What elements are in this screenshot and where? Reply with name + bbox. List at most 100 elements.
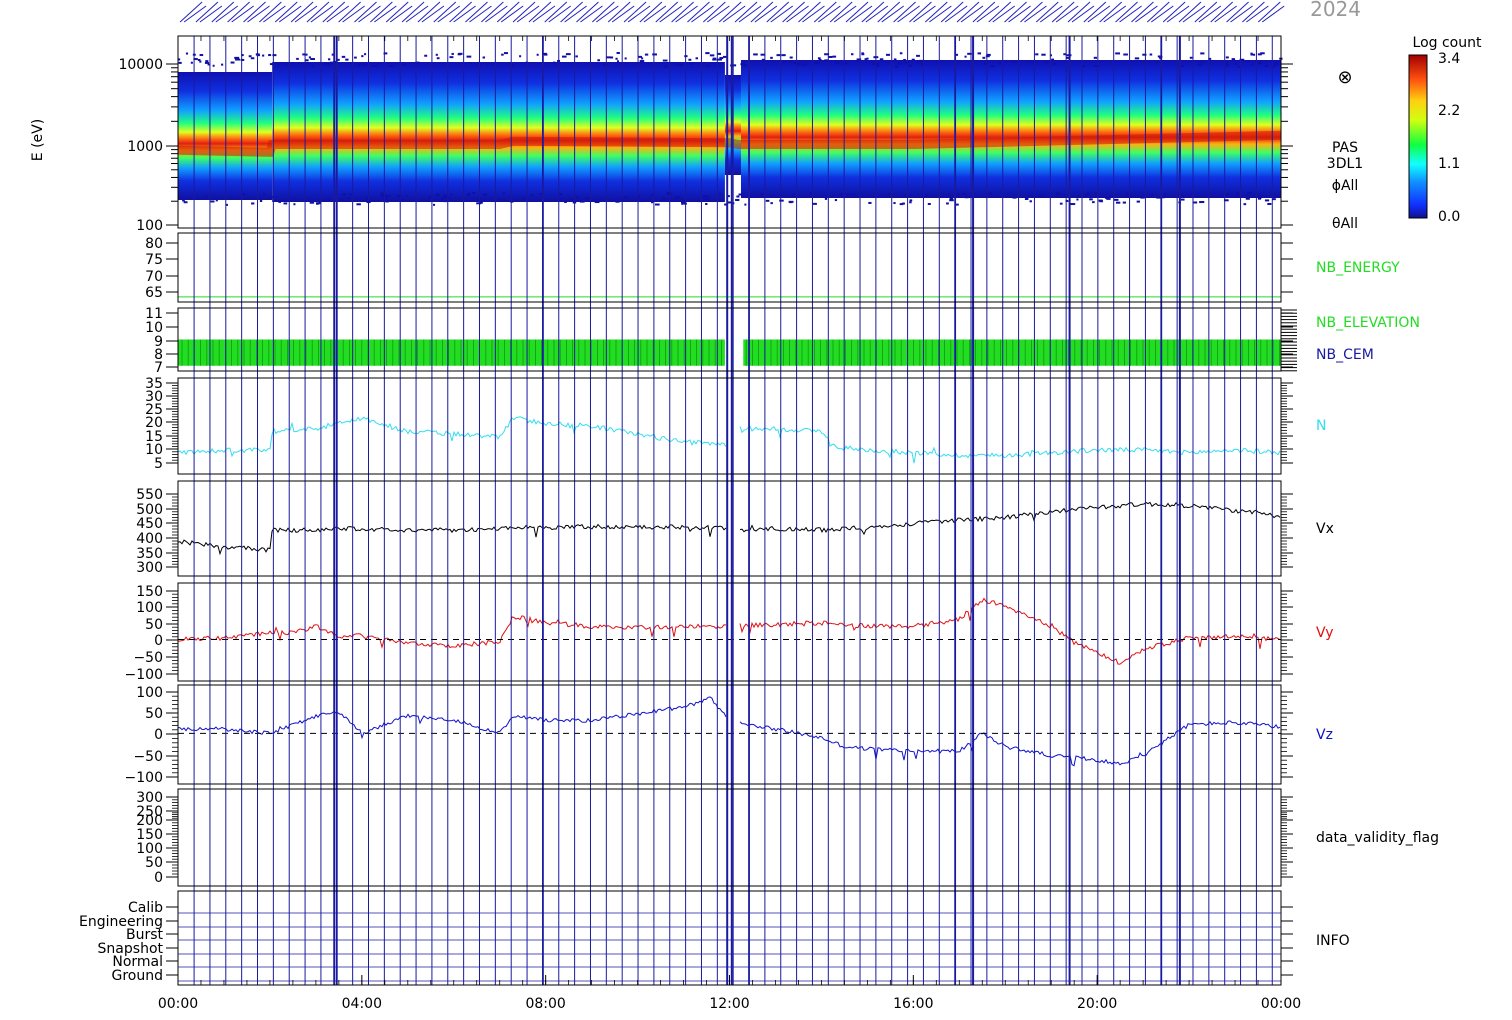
spec-speckle	[1070, 203, 1076, 206]
spec-speckle	[262, 54, 265, 57]
vy-label: Vy	[1316, 625, 1334, 641]
spec-speckle	[818, 58, 822, 61]
spec-speckle	[304, 53, 308, 56]
spec-speckle	[450, 193, 453, 196]
spec-speckle	[522, 197, 527, 200]
spec-speckle	[788, 200, 794, 203]
y-tick-label: −50	[133, 749, 163, 765]
y-tick-label: −50	[133, 650, 163, 666]
spec-speckle	[909, 199, 913, 202]
event-marker-flag	[750, 1, 774, 23]
spec-speckle	[372, 65, 378, 68]
spec-speckle	[203, 195, 208, 198]
spec-speckle	[955, 193, 960, 196]
spec-speckle	[946, 202, 949, 205]
event-marker-flag	[845, 1, 869, 23]
event-marker-flag	[1083, 1, 1107, 23]
spec-speckle	[712, 58, 717, 61]
panel-frame	[177, 582, 1282, 682]
event-marker-flag	[671, 1, 694, 23]
spec-speckle	[894, 65, 899, 68]
spec-speckle	[183, 201, 188, 204]
spec-speckle	[641, 57, 644, 60]
spec-speckle	[190, 61, 193, 64]
event-marker-flag	[1024, 5, 1047, 23]
spec-segment-afternoon	[740, 60, 1281, 198]
spec-speckle	[1076, 198, 1079, 201]
spec-speckle	[916, 61, 922, 64]
spec-speckle	[1234, 63, 1238, 66]
event-marker-flag	[691, 5, 714, 23]
event-marker-flag	[655, 1, 679, 23]
spec-speckle	[1257, 53, 1262, 56]
event-marker-flag	[972, 1, 996, 23]
y-tick-label: 350	[136, 546, 163, 562]
spec-speckle	[828, 55, 833, 58]
y-tick-label: 50	[145, 855, 163, 871]
spec-speckle	[502, 192, 505, 195]
spec-speckle	[779, 199, 784, 202]
spec-speckle	[603, 63, 608, 66]
spec-speckle	[765, 199, 770, 202]
spec-speckle	[1239, 58, 1245, 61]
spec-speckle	[364, 53, 367, 56]
spec-speckle	[726, 201, 732, 204]
spec-speckle	[241, 193, 246, 196]
event-marker-flag	[437, 5, 461, 23]
spec-speckle	[1094, 65, 1100, 68]
spec-speckle	[594, 201, 600, 204]
event-marker-flag	[611, 5, 635, 23]
event-marker-flag	[675, 5, 698, 23]
spec-speckle	[354, 56, 357, 59]
spec-speckle	[259, 199, 263, 202]
spec-speckle	[761, 58, 765, 61]
spec-speckle	[1142, 60, 1145, 63]
spec-speckle	[638, 55, 643, 58]
spec-speckle	[225, 203, 228, 206]
event-marker-flag	[1214, 5, 1237, 23]
event-marker-flag	[449, 1, 472, 23]
spec-speckle	[468, 192, 471, 195]
spec-speckle	[263, 192, 266, 195]
spec-speckle	[1224, 61, 1228, 64]
spec-speckle	[916, 54, 920, 57]
event-marker-flag	[421, 5, 445, 23]
spec-speckle	[678, 63, 683, 66]
event-marker-flag	[227, 1, 250, 23]
event-marker-flag	[929, 5, 952, 23]
spec-speckle	[967, 52, 972, 55]
spec-speckle	[221, 63, 224, 66]
event-marker-flag	[1039, 5, 1063, 23]
y-tick-label: 450	[136, 516, 163, 532]
event-marker-flag	[183, 5, 207, 23]
colorbar-gradient	[1408, 54, 1428, 219]
event-marker-flag	[659, 5, 683, 23]
spec-speckle	[885, 53, 891, 56]
spec-speckle	[623, 196, 628, 199]
spec-speckle	[902, 202, 905, 205]
event-marker-flag	[500, 5, 524, 23]
spec-speckle	[472, 192, 476, 195]
spec-speckle	[1159, 57, 1162, 60]
event-marker-flag	[385, 1, 409, 23]
x-tick-label: 16:00	[893, 996, 933, 1012]
spec-speckle	[716, 52, 722, 55]
spec-speckle	[284, 63, 288, 66]
spec-speckle	[735, 198, 740, 201]
spec-speckle	[241, 54, 244, 57]
spec-speckle	[482, 56, 486, 59]
spec-speckle	[1272, 198, 1276, 201]
spec-speckle	[441, 197, 444, 200]
colorbar-tick-00: 0.0	[1438, 209, 1460, 225]
spec-speckle	[1011, 60, 1015, 63]
spec-speckle	[337, 58, 340, 61]
panel-frame	[177, 788, 1282, 887]
event-marker-flag	[738, 5, 762, 23]
spec-speckle	[615, 57, 618, 60]
y-tick-label: 500	[136, 502, 163, 518]
event-marker-flag	[1257, 1, 1281, 23]
event-marker-flag	[560, 1, 583, 23]
event-marker-flag	[1008, 5, 1031, 23]
spec-speckle	[1264, 199, 1270, 202]
